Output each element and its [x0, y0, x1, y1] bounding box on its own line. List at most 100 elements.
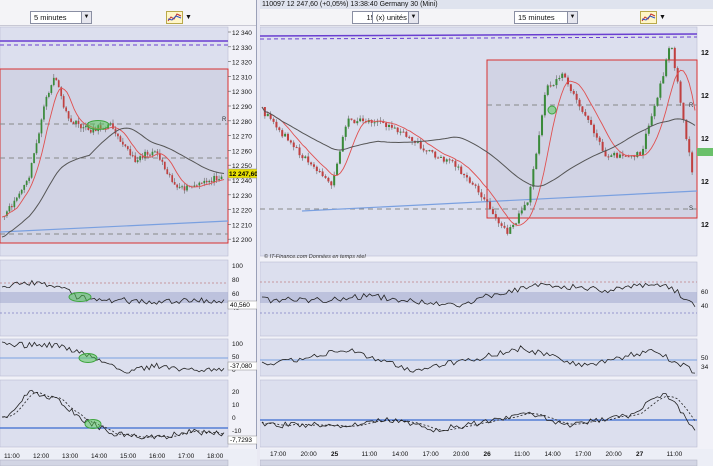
price-candle: [171, 175, 174, 182]
y-tick-label: 12 240: [232, 178, 252, 185]
price-candle: [494, 214, 497, 218]
price-candle: [465, 175, 468, 178]
price-candle: [621, 154, 624, 156]
price-candle: [598, 137, 601, 142]
price-candle: [289, 140, 292, 143]
rsi-tick-label: 40: [701, 303, 709, 310]
price-candle: [178, 186, 181, 188]
highlight-ellipse: [78, 353, 98, 363]
price-candle: [6, 211, 8, 216]
price-candle: [89, 129, 92, 133]
price-candle: [425, 150, 428, 152]
price-candle: [408, 136, 411, 138]
price-candle: [156, 151, 159, 154]
current-price-badge: [227, 168, 257, 179]
highlight-ellipse: [86, 120, 110, 130]
price-candle: [344, 126, 347, 137]
price-candle: [676, 68, 679, 82]
price-candle: [670, 47, 673, 49]
price-candle: [124, 144, 127, 147]
y-tick-label: 12 250: [232, 163, 252, 170]
price-candle: [396, 127, 399, 133]
price-candle: [327, 177, 330, 182]
timeframe-select-left[interactable]: 5 minutes ▼: [30, 11, 92, 24]
price-candle: [437, 157, 440, 159]
right-toolbar: 110097 12 247,60 (+0,05%) 13:38:40 Germa…: [260, 0, 713, 26]
price-candle: [126, 146, 129, 150]
price-candle: [390, 124, 393, 128]
momentum-line: [1, 389, 225, 440]
time-tick-label: 25: [331, 451, 339, 458]
price-candle: [196, 185, 198, 187]
y-tick-label: 12 340: [232, 30, 252, 37]
price-candle: [284, 133, 287, 137]
price-candle: [347, 118, 350, 127]
price-candle: [587, 115, 590, 120]
price-candle: [109, 123, 112, 125]
right-chart-canvas[interactable]: R S 12 12 12 12 12 © IT-Finance.com Données en …: [260, 0, 713, 466]
price-candle: [341, 136, 344, 152]
momentum-signal-line: [1, 391, 225, 438]
price-candle: [416, 141, 419, 143]
momentum-panel: [0, 379, 229, 448]
left-chart-canvas[interactable]: 12 340 12 330 12 320 12 310 12 300 12 290 12 2…: [0, 0, 257, 466]
price-candle: [203, 180, 206, 184]
moving-average-grey: [261, 106, 696, 187]
price-candle: [526, 202, 529, 205]
price-candle: [399, 131, 402, 133]
price-candle: [474, 184, 477, 186]
price-candle: [460, 166, 463, 174]
price-candle: [141, 156, 144, 159]
stochastic-panel: [260, 338, 698, 377]
price-candle: [451, 160, 454, 162]
price-candle: [122, 141, 124, 145]
y-tick-label: 12 280: [232, 119, 252, 126]
highlight-ellipse: [547, 105, 557, 115]
y-tick-label: 12: [701, 179, 709, 186]
timeframe-select-right[interactable]: 15 minutes ▼: [514, 11, 578, 24]
price-candle: [688, 139, 691, 153]
price-candle: [592, 124, 595, 134]
price-candle: [624, 155, 627, 157]
price-candle: [350, 118, 353, 120]
dropdown-arrow-icon[interactable]: ▼: [185, 14, 192, 21]
price-candle: [575, 93, 578, 100]
dropdown-arrow-icon[interactable]: ▼: [659, 14, 666, 21]
units-select[interactable]: (x) unités ▼: [372, 11, 419, 24]
price-candle: [43, 106, 45, 120]
price-candle: [112, 123, 114, 129]
price-candle: [70, 118, 72, 122]
price-candle: [601, 141, 604, 151]
price-candle: [324, 176, 327, 178]
highlight-ellipse: [84, 419, 102, 429]
chart-settings-icon[interactable]: [166, 11, 183, 24]
price-candle: [362, 118, 365, 122]
price-candle: [117, 133, 119, 137]
chart-settings-icon[interactable]: [640, 11, 657, 24]
rsi-tick-label: 60: [701, 289, 709, 296]
price-candle: [471, 182, 474, 185]
price-candle: [639, 152, 642, 156]
y-tick-label: 12 330: [232, 45, 252, 52]
price-candle: [55, 77, 58, 81]
price-candle: [193, 185, 196, 188]
rsi-tick-label: 100: [232, 263, 243, 270]
time-tick-label: 14:00: [392, 451, 409, 458]
price-candle: [30, 163, 33, 178]
stoch-tick-label: 0: [232, 367, 236, 374]
price-candle: [292, 142, 295, 148]
price-candle: [636, 152, 639, 157]
stoch-tick-label: 50: [701, 355, 709, 362]
time-tick-label: 20:00: [606, 451, 623, 458]
price-candle: [555, 79, 558, 86]
price-candle: [38, 133, 40, 144]
price-candle: [60, 87, 63, 97]
rsi-line: [1, 279, 225, 305]
horizontal-scrollbar: [260, 459, 698, 466]
y-tick-label: 12 310: [232, 74, 252, 81]
price-candle: [77, 120, 80, 125]
price-candle: [92, 128, 95, 133]
price-candle: [665, 59, 668, 77]
price-candle: [673, 47, 676, 69]
price-candle: [468, 177, 471, 183]
